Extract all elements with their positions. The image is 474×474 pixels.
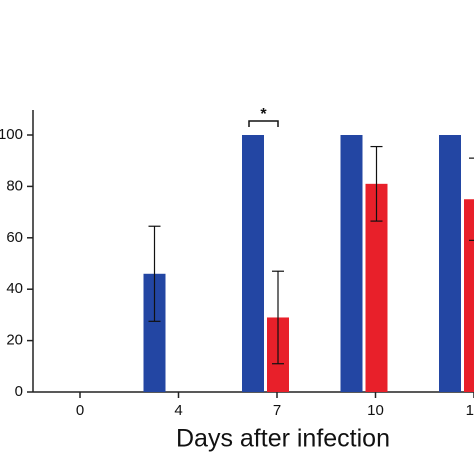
x-axis-label: Days after infection [176, 425, 390, 453]
bar [242, 135, 264, 392]
y-tick-label: 80 [6, 177, 23, 194]
significance-bracket [248, 120, 279, 127]
y-tick-label: 40 [6, 280, 23, 297]
y-tick-label: 100 [0, 126, 23, 143]
x-tick-label: 10 [367, 402, 384, 419]
bar [340, 135, 363, 392]
bar [365, 183, 388, 392]
error-bar [148, 225, 161, 322]
x-tick-label: 4 [174, 402, 182, 419]
y-tick-label: 20 [6, 332, 23, 349]
bar [439, 135, 461, 392]
error-bar [370, 145, 383, 222]
error-bar [272, 270, 284, 365]
x-tick-label: 14 [466, 402, 474, 419]
x-tick-label: 0 [76, 402, 84, 419]
error-bar [469, 157, 474, 241]
bar [464, 199, 474, 392]
significance-mark: * [260, 106, 267, 123]
y-tick-label: 0 [15, 383, 23, 400]
x-tick-label: 7 [273, 402, 281, 419]
bar [143, 273, 166, 392]
y-tick-label: 60 [6, 229, 23, 246]
